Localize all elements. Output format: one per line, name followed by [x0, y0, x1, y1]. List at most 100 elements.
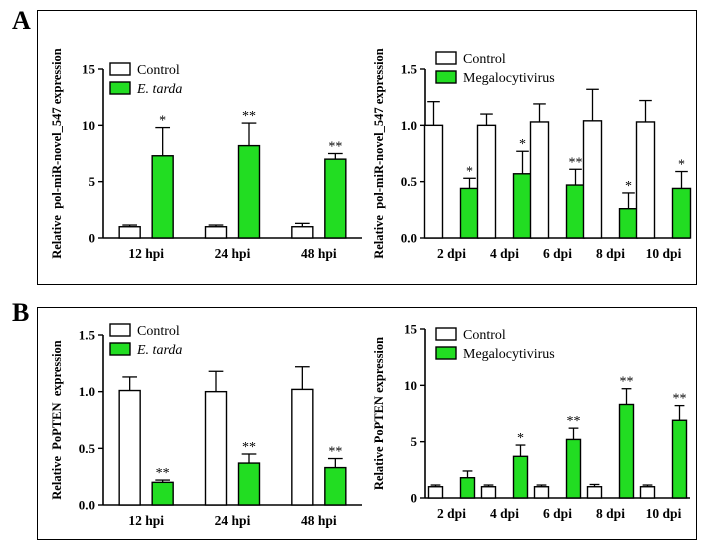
bar-treated — [151, 481, 174, 506]
legend-label: Megalocytivirus — [463, 71, 555, 86]
significance-mark: ** — [620, 375, 634, 390]
x-tick-label: 6 dpi — [543, 506, 572, 521]
significance-mark: ** — [673, 392, 687, 407]
x-tick-label: 12 hpi — [128, 246, 164, 261]
legend-swatch — [435, 327, 457, 341]
y-tick-label: 15 — [82, 62, 96, 77]
legend-swatch — [109, 323, 131, 337]
x-tick-label: 4 dpi — [490, 246, 519, 261]
significance-mark: * — [159, 114, 166, 129]
bar-control — [118, 389, 141, 506]
bar-treated — [151, 155, 174, 239]
bar-treated — [324, 158, 347, 239]
bar-treated — [671, 187, 692, 239]
bar-treated — [459, 187, 480, 239]
bar-treated — [237, 144, 261, 239]
y-tick-label: 10 — [82, 118, 95, 133]
bar-control — [582, 120, 603, 239]
chart-a-right: 0.0 0.5 1.0 1.5 Relative pol-miR-novel_547 e… — [372, 48, 692, 261]
x-tick-label: 8 dpi — [596, 246, 625, 261]
legend-swatch — [435, 51, 457, 65]
x-tick-label: 12 hpi — [128, 513, 164, 528]
legend-label: E. tarda — [136, 82, 182, 97]
bar-control — [476, 124, 497, 239]
bar-control — [529, 121, 550, 239]
y-tick-label: 0.0 — [401, 231, 417, 246]
significance-mark: * — [625, 179, 632, 194]
x-tick-label: 10 dpi — [646, 506, 682, 521]
x-tick-label: 24 hpi — [215, 246, 251, 261]
legend-label: Control — [463, 328, 506, 343]
bar-control — [291, 388, 314, 506]
x-tick-label: 2 dpi — [437, 246, 466, 261]
bar-control — [291, 226, 314, 239]
panel-b-frame — [37, 307, 697, 540]
bar-control — [204, 226, 228, 239]
legend-label: Control — [137, 63, 180, 78]
significance-mark: * — [466, 164, 473, 179]
y-tick-label: 15 — [404, 322, 418, 337]
x-tick-label: 48 hpi — [301, 513, 337, 528]
bar-control — [639, 486, 656, 499]
y-tick-label: 1.0 — [401, 118, 417, 133]
legend-label: Control — [463, 52, 506, 67]
significance-mark: ** — [569, 155, 583, 170]
x-tick-label: 8 dpi — [596, 506, 625, 521]
bar-control — [204, 390, 228, 506]
bar-treated — [512, 455, 529, 499]
significance-mark: ** — [328, 445, 342, 460]
bar-control — [423, 124, 444, 239]
y-tick-label: 5 — [411, 434, 418, 449]
bar-treated — [618, 208, 639, 239]
y-axis-title: Relative pol-miR-novel_547 expression — [372, 48, 386, 259]
bar-treated — [671, 419, 688, 499]
y-tick-label: 0.0 — [79, 498, 95, 513]
bar-treated — [459, 477, 476, 499]
significance-mark: ** — [328, 140, 342, 155]
bar-control — [533, 486, 550, 499]
panel-letter-a: A — [12, 6, 31, 35]
chart-a-left: 0 5 10 15 Relative pol-miR-novel_547 express… — [50, 48, 362, 261]
bar-control — [118, 226, 141, 239]
bar-control — [480, 486, 497, 499]
y-tick-label: 1.5 — [401, 62, 418, 77]
legend-swatch — [435, 70, 457, 84]
y-axis-title: Relative pol-miR-novel_547 expression — [50, 48, 64, 259]
legend-swatch — [109, 62, 131, 76]
y-tick-label: 0 — [89, 231, 96, 246]
bar-treated — [324, 466, 347, 506]
bar-control — [427, 486, 444, 499]
x-tick-label: 4 dpi — [490, 506, 519, 521]
bar-treated — [237, 462, 261, 506]
y-tick-label: 1.5 — [79, 328, 96, 343]
x-tick-label: 6 dpi — [543, 246, 572, 261]
significance-mark: * — [519, 137, 526, 152]
y-tick-label: 0.5 — [79, 441, 96, 456]
legend-label: Megalocytivirus — [463, 347, 555, 362]
bar-treated — [618, 403, 635, 499]
y-axis-title: Relative PoPTEN expression — [372, 337, 386, 490]
bar-treated — [512, 173, 533, 239]
significance-mark: * — [678, 158, 685, 173]
legend-swatch — [109, 342, 131, 356]
significance-mark: ** — [242, 440, 256, 455]
y-tick-label: 10 — [404, 378, 417, 393]
y-tick-label: 0 — [411, 491, 418, 506]
x-tick-label: 24 hpi — [215, 513, 251, 528]
x-tick-label: 2 dpi — [437, 506, 466, 521]
legend-label: E. tarda — [136, 343, 182, 358]
x-tick-label: 48 hpi — [301, 246, 337, 261]
bar-control — [586, 486, 603, 499]
chart-b-right: 0 5 10 15 Relative PoPTEN expression 2 dpi * 4 … — [372, 322, 690, 521]
significance-mark: ** — [242, 109, 256, 124]
bar-treated — [565, 184, 586, 239]
y-tick-label: 5 — [89, 174, 96, 189]
significance-mark: * — [517, 431, 524, 446]
bar-treated — [565, 438, 582, 499]
y-tick-label: 0.5 — [401, 174, 418, 189]
chart-b-left: 0.0 0.5 1.0 1.5 Relative PoPTEN expression **… — [50, 323, 362, 528]
legend-label: Control — [137, 324, 180, 339]
y-axis-title: Relative PoPTEN expression — [50, 340, 64, 500]
bar-control — [635, 121, 656, 239]
